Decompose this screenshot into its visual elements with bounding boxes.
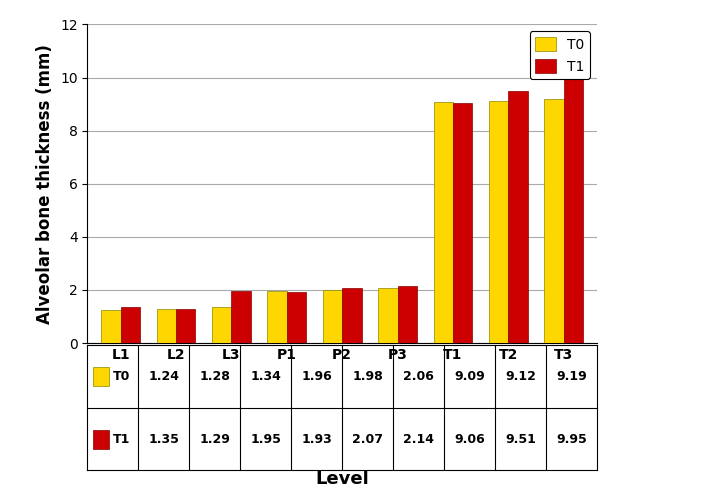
Text: 1.96: 1.96 (301, 370, 332, 383)
Text: 9.12: 9.12 (505, 370, 536, 383)
Bar (101, 310, 121, 343)
Bar (323, 291, 342, 343)
Bar (342, 288, 362, 343)
Bar (212, 307, 232, 343)
Bar (489, 101, 508, 343)
Bar (563, 79, 583, 343)
Bar (157, 309, 176, 343)
Text: 1.24: 1.24 (149, 370, 179, 383)
Bar (93, 368, 108, 386)
Text: 9.51: 9.51 (505, 433, 536, 446)
Text: T1: T1 (113, 433, 130, 446)
Text: 1.95: 1.95 (250, 433, 281, 446)
Bar (267, 291, 287, 343)
Text: 1.35: 1.35 (149, 433, 179, 446)
Bar (397, 286, 417, 343)
Text: 2.06: 2.06 (403, 370, 434, 383)
Text: T0: T0 (113, 370, 130, 383)
Text: 2.14: 2.14 (403, 433, 434, 446)
Y-axis label: Alveolar bone thickness (mm): Alveolar bone thickness (mm) (36, 44, 55, 324)
Text: 9.09: 9.09 (454, 370, 485, 383)
Bar (232, 291, 250, 343)
Bar (434, 102, 453, 343)
Text: Level: Level (315, 469, 369, 488)
Bar (508, 91, 528, 343)
Bar (176, 309, 195, 343)
Bar (378, 288, 397, 343)
Bar (453, 102, 472, 343)
Bar (93, 430, 108, 448)
Text: 1.93: 1.93 (301, 433, 332, 446)
Bar (545, 99, 563, 343)
Bar (287, 292, 306, 343)
Text: 1.34: 1.34 (250, 370, 281, 383)
Text: 1.98: 1.98 (352, 370, 383, 383)
Legend: T0, T1: T0, T1 (529, 31, 590, 79)
Text: 1.28: 1.28 (199, 370, 230, 383)
Text: 9.19: 9.19 (556, 370, 587, 383)
Text: 1.29: 1.29 (199, 433, 230, 446)
Text: 2.07: 2.07 (352, 433, 383, 446)
Text: 9.95: 9.95 (556, 433, 587, 446)
Bar (121, 307, 140, 343)
Text: 9.06: 9.06 (454, 433, 485, 446)
